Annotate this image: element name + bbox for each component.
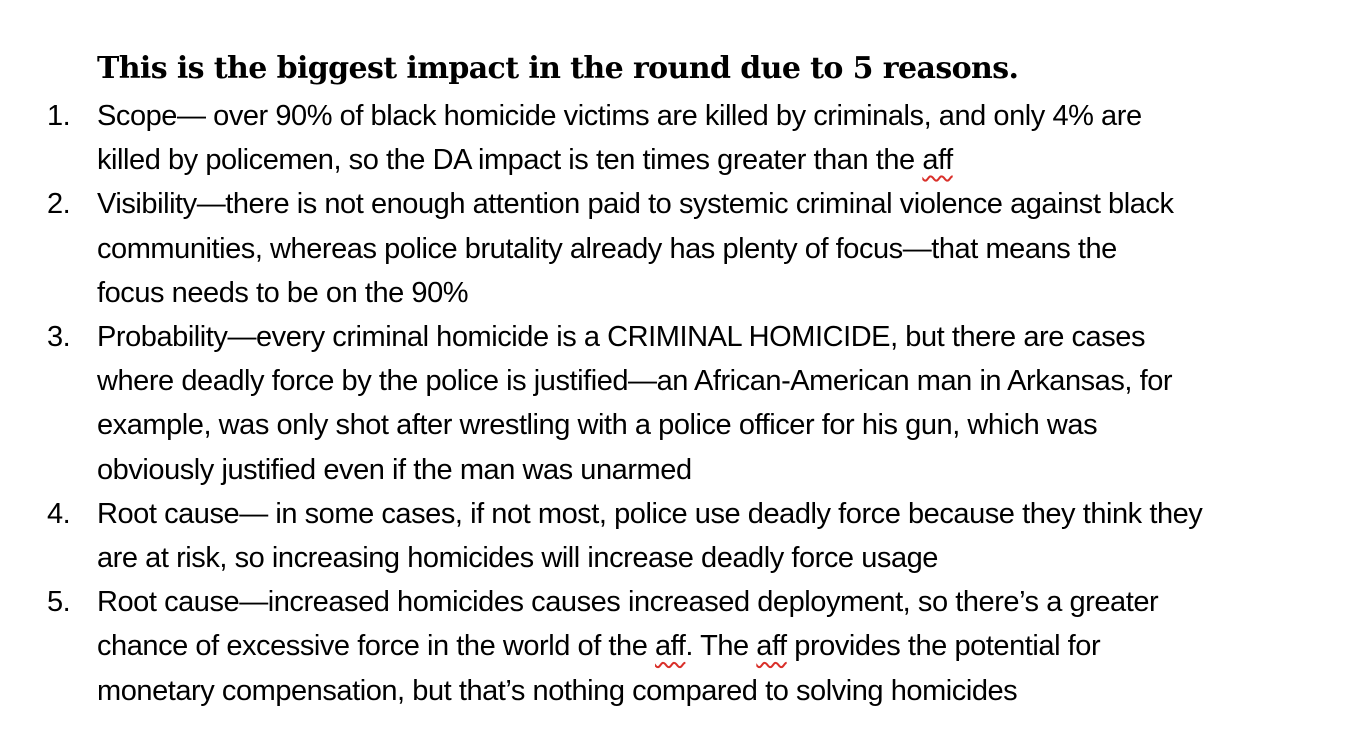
text-line: where deadly force by the police is just… (97, 365, 1173, 398)
text-line: obviously justified even if the man was … (97, 453, 692, 486)
reasons-list: 1. Scope— over 90% of black homicide vic… (0, 94, 1352, 713)
list-item: 5. Root cause—increased homicides causes… (0, 580, 1352, 713)
spelling-flagged-word: aff (922, 144, 953, 177)
text-line: chance of excessive force in the world o… (97, 624, 1322, 668)
text-line: killed by policemen, so the DA impact is… (97, 138, 1322, 182)
list-number: 5. (47, 586, 71, 619)
text-line: are at risk, so increasing homicides wil… (97, 542, 938, 575)
text-segment: . The (685, 630, 757, 663)
spelling-flagged-word: aff (756, 630, 787, 663)
text-line: Scope— over 90% of black homicide victim… (97, 100, 1142, 132)
text-segment: provides the potential for (786, 630, 1101, 663)
list-item: 3. Probability—every criminal homicide i… (0, 315, 1352, 492)
text-line: monetary compensation, but that’s nothin… (97, 674, 1018, 707)
list-number: 3. (47, 321, 71, 354)
list-item: 2. Visibility—there is not enough attent… (0, 182, 1352, 315)
text-line: example, was only shot after wrestling w… (97, 409, 1098, 442)
list-number: 2. (47, 188, 71, 221)
text-line: focus needs to be on the 90% (97, 276, 469, 309)
text-segment: chance of excessive force in the world o… (97, 630, 655, 663)
text-line: Visibility—there is not enough attention… (97, 188, 1174, 221)
section-heading: This is the biggest impact in the round … (97, 51, 1019, 86)
text-segment: killed by policemen, so the DA impact is… (97, 144, 923, 177)
text-line: Root cause—increased homicides causes in… (97, 586, 1159, 619)
list-item: 4. Root cause— in some cases, if not mos… (0, 492, 1352, 580)
text-line: Root cause— in some cases, if not most, … (97, 497, 1203, 530)
list-number: 1. (47, 100, 71, 132)
list-item: 1. Scope— over 90% of black homicide vic… (0, 94, 1352, 182)
text-line: Probability—every criminal homicide is a… (97, 321, 1145, 354)
text-line: communities, whereas police brutality al… (97, 232, 1117, 265)
list-number: 4. (47, 497, 71, 530)
spelling-flagged-word: aff (655, 630, 686, 663)
